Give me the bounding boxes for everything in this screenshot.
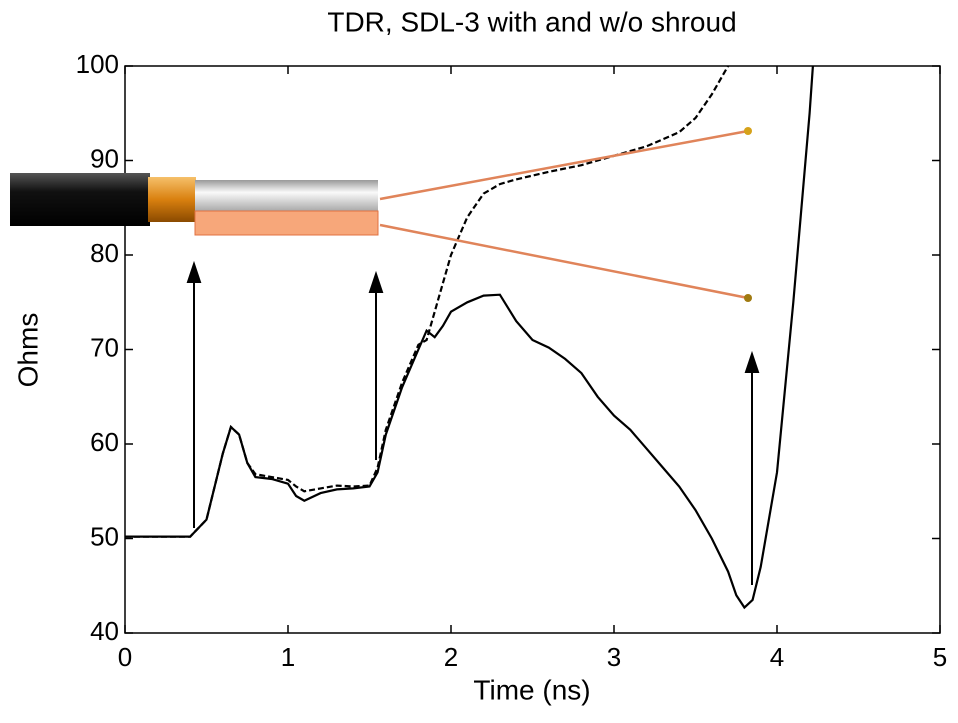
plot-frame — [124, 65, 941, 634]
plot-area — [125, 65, 814, 610]
arrows — [186, 260, 760, 585]
y-tick-label: 40 — [90, 616, 119, 646]
data-line — [125, 65, 814, 610]
x-tick-label: 3 — [607, 642, 621, 672]
wire — [379, 129, 749, 201]
wire-tip — [744, 294, 752, 302]
chart-title: TDR, SDL-3 with and w/o shroud — [327, 6, 736, 37]
cable-jacket — [10, 173, 150, 226]
shroud — [194, 210, 379, 236]
x-tick-label: 5 — [933, 642, 947, 672]
arrow-head — [186, 260, 202, 283]
cable-shield — [148, 177, 196, 222]
x-tick-label: 1 — [281, 642, 295, 672]
dielectric — [195, 180, 378, 211]
arrow-head — [368, 270, 384, 293]
x-tick-label: 4 — [770, 642, 784, 672]
y-tick-label: 60 — [90, 427, 119, 457]
arrow-head — [744, 350, 760, 373]
cable-illustration — [10, 127, 752, 302]
y-tick-label: 70 — [90, 332, 119, 362]
wire-tip — [744, 127, 752, 135]
y-tick-label: 80 — [90, 238, 119, 268]
y-tick-label: 50 — [90, 521, 119, 551]
x-tick-label: 0 — [118, 642, 132, 672]
wire — [379, 223, 749, 300]
x-axis-title: Time (ns) — [473, 674, 590, 705]
y-axis-title: Ohms — [12, 313, 43, 388]
y-tick-label: 100 — [76, 49, 119, 79]
x-tick-label: 2 — [444, 642, 458, 672]
y-tick-label: 90 — [90, 143, 119, 173]
data-line — [125, 65, 730, 538]
